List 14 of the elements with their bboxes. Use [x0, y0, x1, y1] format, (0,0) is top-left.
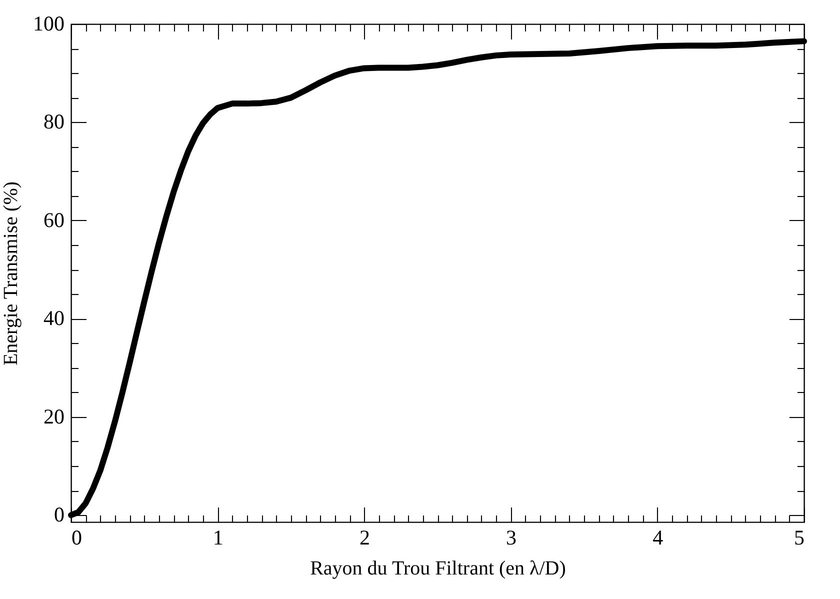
- y-tick-label: 100: [33, 12, 64, 36]
- y-axis-title: Energie Transmise (%): [0, 181, 22, 366]
- x-tick-label: 0: [72, 526, 82, 550]
- y-tick-label: 0: [54, 502, 64, 527]
- x-tick-label: 2: [359, 526, 370, 550]
- x-axis-title: Rayon du Trou Filtrant (en λ/D): [310, 558, 566, 580]
- x-tick-label: 3: [506, 526, 517, 550]
- y-tick-label: 60: [44, 208, 64, 232]
- x-tick-label: 4: [652, 526, 664, 550]
- y-tick-label: 40: [44, 306, 64, 330]
- y-tick-label: 20: [44, 404, 64, 428]
- y-tick-label: 80: [44, 110, 64, 134]
- x-tick-label: 1: [212, 526, 224, 550]
- x-tick-label: 5: [794, 526, 804, 550]
